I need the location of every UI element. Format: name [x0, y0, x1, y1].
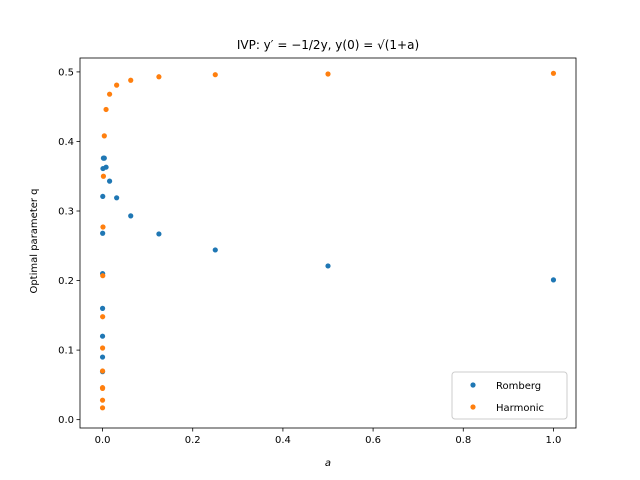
data-point-harmonic [550, 70, 557, 76]
y-tick-label: 0.5 [58, 67, 74, 78]
x-tick-label: 0.6 [365, 435, 381, 446]
data-point-harmonic [100, 314, 106, 320]
x-tick-label: 0.4 [275, 435, 291, 446]
data-point-harmonic [128, 77, 134, 83]
data-point-harmonic [114, 82, 120, 88]
chart-title: IVP: y′ = −1/2y, y(0) = √(1+a) [237, 38, 419, 52]
x-tick-label: 0.2 [185, 435, 201, 446]
legend-marker-romberg [470, 382, 476, 388]
legend-box [451, 371, 568, 420]
data-point-harmonic [99, 405, 106, 411]
data-point-harmonic [106, 91, 113, 97]
data-point-romberg [550, 277, 557, 283]
data-point-romberg [128, 213, 134, 219]
data-point-harmonic [100, 345, 106, 351]
data-point-romberg [114, 195, 120, 201]
y-axis-label: Optimal parameter q [29, 188, 40, 293]
series-romberg [99, 155, 557, 375]
y-tick-label: 0.2 [58, 276, 74, 287]
data-point-romberg [325, 263, 331, 269]
data-point-harmonic [103, 106, 109, 113]
data-point-romberg [100, 193, 106, 200]
data-point-romberg [99, 354, 106, 360]
legend-label-romberg: Romberg [496, 381, 541, 392]
legend-marker-harmonic [470, 404, 476, 410]
data-point-harmonic [212, 72, 218, 78]
x-tick-label: 0.8 [455, 435, 471, 446]
data-point-romberg [99, 333, 106, 339]
axes-frame [79, 57, 577, 429]
y-tick-label: 0.4 [58, 137, 74, 148]
y-tick-label: 0.0 [58, 415, 74, 426]
data-point-harmonic [100, 224, 106, 230]
plot-area: 0.0 0.2 0.4 0.6 0.8 1.0 0.0 0.1 0.2 0.3 0.4 0.5 [58, 57, 577, 446]
y-tick-label: 0.3 [58, 207, 74, 218]
data-point-romberg [156, 231, 162, 237]
data-point-harmonic [100, 273, 106, 279]
x-tick-label: 0.0 [95, 435, 111, 446]
data-point-harmonic [99, 385, 106, 391]
series-harmonic [99, 70, 557, 411]
data-point-romberg [106, 178, 113, 184]
data-point-romberg [99, 305, 106, 311]
data-point-romberg [100, 155, 107, 161]
x-axis-label: a [325, 458, 331, 469]
data-point-harmonic [99, 397, 106, 403]
data-point-romberg [100, 165, 106, 172]
x-tick-label: 1.0 [546, 435, 562, 446]
data-point-harmonic [99, 368, 106, 374]
legend: Romberg Harmonic [451, 371, 568, 420]
data-point-harmonic [325, 71, 331, 77]
data-point-romberg [212, 247, 218, 253]
x-axis: 0.0 0.2 0.4 0.6 0.8 1.0 [95, 428, 562, 446]
data-point-romberg [100, 230, 106, 236]
y-tick-label: 0.1 [58, 346, 74, 357]
data-point-harmonic [156, 74, 162, 80]
data-points [99, 70, 557, 411]
data-point-harmonic [101, 133, 107, 139]
y-axis: 0.0 0.1 0.2 0.3 0.4 0.5 [58, 67, 80, 426]
data-point-harmonic [100, 173, 107, 179]
legend-label-harmonic: Harmonic [496, 403, 544, 414]
